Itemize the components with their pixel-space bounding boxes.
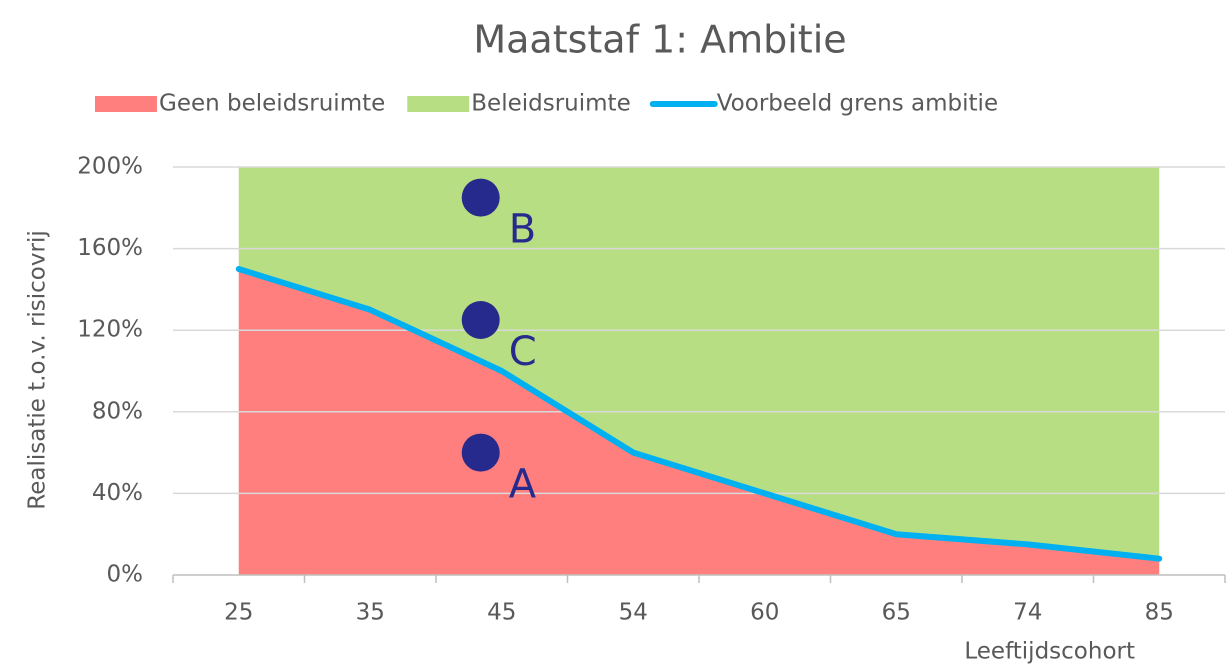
- y-tick-label: 160%: [77, 235, 143, 261]
- area: [238, 167, 1160, 559]
- legend-swatch: [95, 96, 157, 112]
- point: [461, 433, 500, 472]
- point-label: C: [509, 329, 537, 375]
- y-axis-title: Realisatie t.o.v. risicovrij: [25, 230, 51, 509]
- point-label: B: [509, 207, 536, 253]
- x-tick-label: 54: [619, 600, 648, 626]
- x-tick-label: 60: [750, 600, 779, 626]
- point-label: A: [509, 462, 537, 508]
- x-tick-label: 65: [882, 600, 911, 626]
- x-tick-label: 74: [1013, 600, 1042, 626]
- point: [461, 178, 500, 217]
- x-tick-label: 35: [356, 600, 385, 626]
- point: [461, 301, 500, 339]
- y-tick-label: 80%: [92, 398, 143, 424]
- y-tick-label: 200%: [77, 154, 143, 180]
- legend-label: Geen beleidsruimte: [159, 91, 385, 117]
- y-tick-label: 120%: [77, 317, 143, 343]
- legend-swatch: [407, 96, 470, 112]
- line: [235, 266, 1163, 562]
- x-tick-label: 85: [1145, 600, 1174, 626]
- y-tick-label: 40%: [92, 480, 143, 506]
- chart-title: Maatstaf 1: Ambitie: [473, 18, 846, 62]
- legend-label: Voorbeeld grens ambitie: [717, 91, 998, 117]
- x-tick-label: 45: [487, 600, 516, 626]
- area: [238, 269, 1160, 575]
- x-axis-title: Leeftijdscohort: [964, 639, 1135, 665]
- legend-label: Beleidsruimte: [471, 91, 630, 117]
- y-tick-label: 0%: [107, 562, 144, 588]
- x-tick-label: 25: [224, 600, 253, 626]
